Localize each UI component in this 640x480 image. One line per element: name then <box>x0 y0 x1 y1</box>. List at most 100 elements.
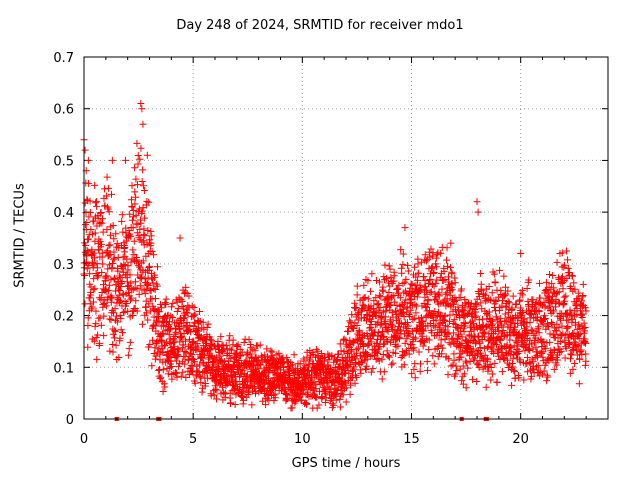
data-point <box>401 278 409 286</box>
data-point <box>491 359 499 367</box>
data-point <box>100 312 108 320</box>
data-point <box>532 363 540 371</box>
data-point <box>108 190 116 198</box>
data-point <box>263 345 271 353</box>
data-point <box>178 335 186 343</box>
data-point <box>203 323 211 331</box>
data-point <box>501 283 509 291</box>
data-point <box>173 308 181 316</box>
data-point <box>425 336 433 344</box>
data-point <box>257 352 265 360</box>
y-tick-label: 0 <box>66 413 74 428</box>
data-point <box>376 278 384 286</box>
data-point <box>127 258 135 266</box>
data-point <box>119 308 127 316</box>
data-point <box>390 272 398 280</box>
data-point <box>400 289 408 297</box>
data-point <box>458 377 466 385</box>
data-point <box>191 358 199 366</box>
data-point <box>100 185 108 193</box>
data-point <box>200 325 208 333</box>
data-point <box>133 139 141 147</box>
data-point <box>103 173 111 181</box>
data-point <box>293 375 301 383</box>
data-point <box>582 357 590 365</box>
data-point <box>439 276 447 284</box>
data-point <box>364 341 372 349</box>
data-point <box>450 329 458 337</box>
data-point <box>185 292 193 300</box>
data-point <box>95 246 103 254</box>
data-point <box>561 354 569 362</box>
data-point <box>109 221 117 229</box>
data-point <box>381 261 389 269</box>
data-point <box>497 332 505 340</box>
y-tick-label: 0.4 <box>53 206 74 221</box>
data-point <box>166 326 174 334</box>
data-point <box>254 356 262 364</box>
data-point <box>210 391 218 399</box>
data-point <box>473 377 481 385</box>
data-point <box>444 262 452 270</box>
data-point <box>581 304 589 312</box>
data-point <box>581 338 589 346</box>
data-point <box>556 338 564 346</box>
data-point <box>346 390 354 398</box>
y-tick-label: 0.6 <box>53 103 74 118</box>
x-tick-label: 15 <box>403 432 420 447</box>
data-point <box>321 353 329 361</box>
data-point <box>548 319 556 327</box>
data-point <box>579 280 587 288</box>
data-point <box>116 274 124 282</box>
data-point <box>432 254 440 262</box>
data-point <box>243 348 251 356</box>
data-point <box>475 293 483 301</box>
data-point <box>160 342 168 350</box>
data-point <box>342 384 350 392</box>
data-point <box>472 312 480 320</box>
y-tick-label: 0.2 <box>53 310 74 325</box>
data-point <box>563 247 571 255</box>
data-point <box>173 373 181 381</box>
data-point <box>129 286 137 294</box>
data-point <box>459 362 467 370</box>
data-point <box>85 231 93 239</box>
data-point <box>404 261 412 269</box>
data-point <box>154 337 162 345</box>
data-point <box>213 354 221 362</box>
data-point <box>515 348 523 356</box>
data-point <box>446 311 454 319</box>
data-point <box>178 297 186 305</box>
data-point <box>450 339 458 347</box>
data-point <box>202 339 210 347</box>
data-point <box>91 181 99 189</box>
data-point <box>423 358 431 366</box>
data-point <box>99 228 107 236</box>
data-point <box>143 309 151 317</box>
data-point <box>93 202 101 210</box>
data-point <box>519 309 527 317</box>
data-point <box>389 313 397 321</box>
data-point <box>336 360 344 368</box>
data-point <box>94 272 102 280</box>
data-point <box>275 349 283 357</box>
data-point <box>549 272 557 280</box>
data-point <box>231 372 239 380</box>
data-point <box>503 317 511 325</box>
data-point <box>448 270 456 278</box>
data-point <box>528 340 536 348</box>
data-point <box>346 317 354 325</box>
data-point <box>485 308 493 316</box>
data-point <box>317 349 325 357</box>
data-point <box>376 321 384 329</box>
data-point <box>340 335 348 343</box>
data-point <box>234 341 242 349</box>
data-point <box>483 356 491 364</box>
data-point <box>422 257 430 265</box>
data-point <box>473 198 481 206</box>
data-point <box>144 227 152 235</box>
data-point <box>108 260 116 268</box>
data-point <box>367 338 375 346</box>
data-point <box>582 307 590 315</box>
data-point <box>504 287 512 295</box>
